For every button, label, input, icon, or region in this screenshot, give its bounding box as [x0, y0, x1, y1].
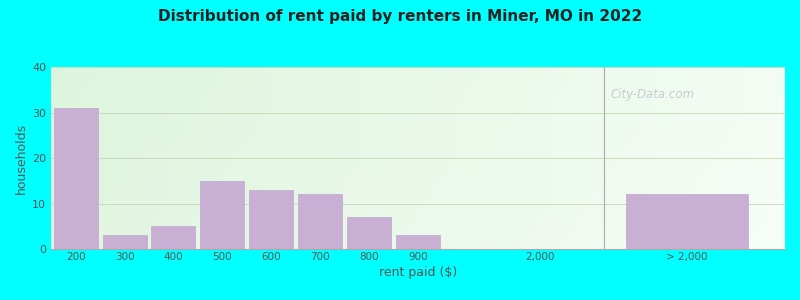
Bar — [151, 226, 195, 249]
Text: City-Data.com: City-Data.com — [611, 88, 695, 101]
Bar — [626, 194, 748, 249]
X-axis label: rent paid ($): rent paid ($) — [379, 266, 458, 279]
Bar — [200, 181, 244, 249]
Y-axis label: households: households — [15, 122, 28, 194]
Bar — [102, 236, 146, 249]
Text: Distribution of rent paid by renters in Miner, MO in 2022: Distribution of rent paid by renters in … — [158, 9, 642, 24]
Bar — [298, 194, 342, 249]
Bar — [396, 236, 440, 249]
Bar — [250, 190, 294, 249]
Bar — [54, 108, 98, 249]
Bar — [347, 217, 391, 249]
